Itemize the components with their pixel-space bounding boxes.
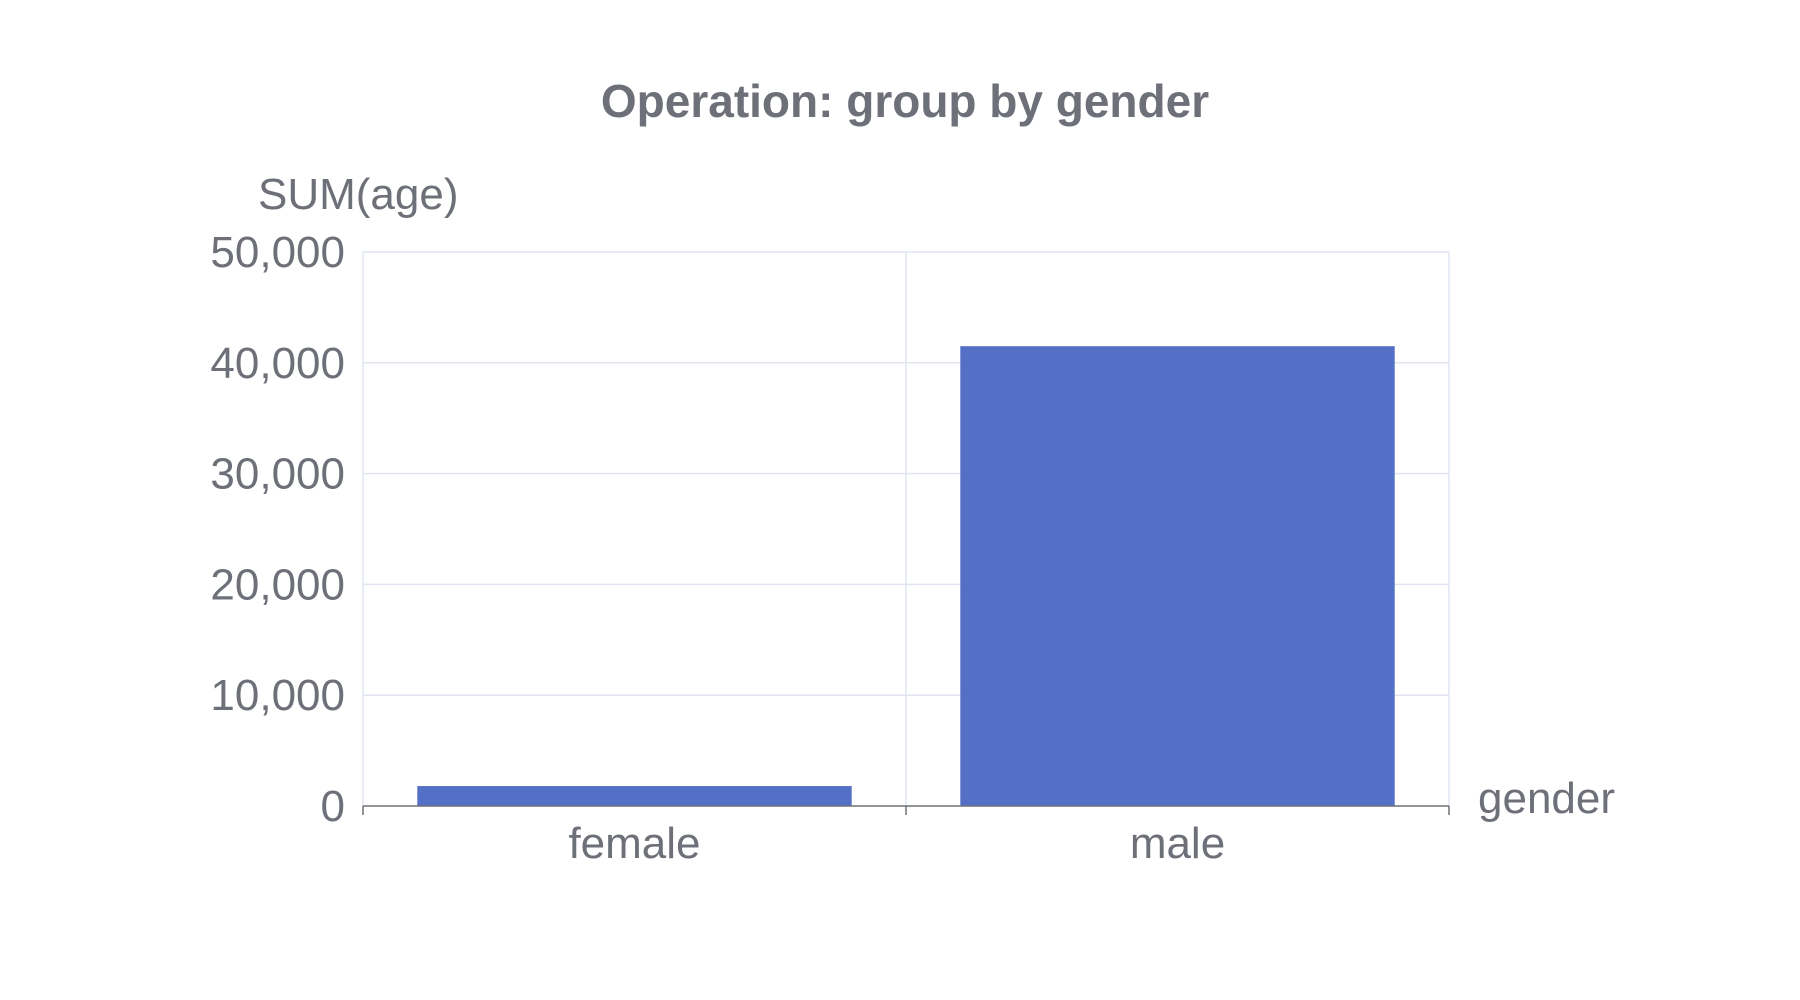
y-axis-title: SUM(age) [258, 170, 459, 219]
x-tick-label: female [568, 819, 700, 868]
y-tick-label: 0 [321, 782, 345, 831]
bar-female[interactable] [417, 786, 852, 806]
y-tick-label: 20,000 [210, 560, 345, 609]
y-tick-label: 10,000 [210, 671, 345, 720]
bar-male[interactable] [960, 346, 1395, 806]
axes [362, 805, 1450, 815]
chart-title: Operation: group by gender [601, 75, 1209, 127]
tick-labels: 0 10,000 20,000 30,000 40,000 50,000 female mal… [210, 228, 1225, 868]
x-tick-label: male [1130, 819, 1225, 868]
y-tick-label: 30,000 [210, 450, 345, 499]
x-axis-title: gender [1478, 774, 1615, 823]
bars [417, 346, 1395, 806]
y-tick-label: 50,000 [210, 228, 345, 277]
y-tick-label: 40,000 [210, 339, 345, 388]
